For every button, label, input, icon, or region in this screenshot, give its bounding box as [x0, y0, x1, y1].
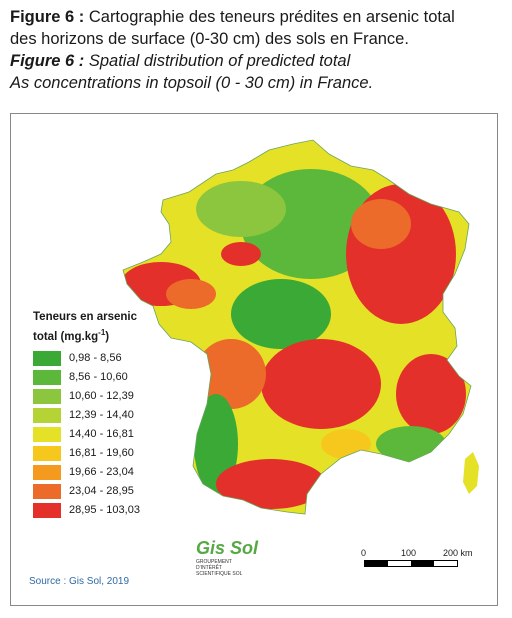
- caption-en-label: Figure 6 :: [10, 52, 85, 70]
- caption-en-line-2: As concentrations in topsoil (0 - 30 cm)…: [10, 74, 374, 92]
- legend-swatch: [33, 426, 61, 442]
- zone-poitou: [196, 339, 266, 409]
- legend-rows: 0,98 - 8,56 8,56 - 10,60 10,60 - 12,39 12,3…: [33, 349, 193, 520]
- caption-en-text-1: Spatial distribution of predicted total: [84, 52, 351, 70]
- legend-label: 8,56 - 10,60: [69, 371, 128, 384]
- legend: Teneurs en arsenic total (mg.kg-1) 0,98 …: [33, 310, 193, 520]
- caption-fr-line-1: Figure 6 : Cartographie des teneurs préd…: [10, 6, 504, 28]
- legend-label: 19,66 - 23,04: [69, 466, 134, 479]
- legend-row: 0,98 - 8,56: [33, 349, 193, 368]
- legend-title-close: ): [105, 330, 110, 343]
- legend-title-sup: -1: [98, 328, 106, 337]
- legend-row: 16,81 - 19,60: [33, 444, 193, 463]
- legend-label: 23,04 - 28,95: [69, 485, 134, 498]
- legend-row: 14,40 - 16,81: [33, 425, 193, 444]
- legend-title-line-1: Teneurs en arsenic: [33, 311, 137, 323]
- scale-seg-4: [434, 561, 457, 566]
- zone-pyrenees: [216, 459, 326, 509]
- zone-centre: [231, 279, 331, 349]
- scale-label-100: 100: [401, 548, 417, 558]
- gissol-logo-name: Gis Sol: [196, 538, 259, 558]
- gissol-logo-sub-2: D'INTÉRÊT: [196, 565, 222, 571]
- legend-row: 23,04 - 28,95: [33, 482, 193, 501]
- legend-swatch: [33, 502, 61, 518]
- zone-alps: [396, 354, 466, 434]
- legend-title-unit: total (mg.kg: [33, 330, 99, 343]
- legend-label: 0,98 - 8,56: [69, 352, 122, 365]
- scale-label-200: 200 km: [443, 548, 473, 558]
- gissol-logo-sub-3: SCIENTIFIQUE SOL: [196, 571, 243, 577]
- map-frame: Teneurs en arsenic total (mg.kg-1) 0,98 …: [10, 113, 498, 606]
- scale-bar-graphic: [364, 560, 458, 567]
- legend-label: 12,39 - 14,40: [69, 409, 134, 422]
- france-arsenic-map: [122, 139, 479, 515]
- scale-bar: 0 100 200 km: [361, 548, 481, 578]
- legend-label: 16,81 - 19,60: [69, 447, 134, 460]
- gissol-logo-sub-1: GROUPEMENT: [196, 559, 232, 565]
- gissol-logo: Gis Sol GROUPEMENT D'INTÉRÊT SCIENTIFIQU…: [196, 538, 286, 578]
- legend-row: 8,56 - 10,60: [33, 368, 193, 387]
- zone-languedoc: [321, 429, 371, 459]
- legend-label: 28,95 - 103,03: [69, 504, 140, 517]
- legend-swatch: [33, 464, 61, 480]
- caption-fr-label: Figure 6 :: [10, 8, 85, 26]
- zone-massif-central: [261, 339, 381, 429]
- zone-provence: [376, 426, 446, 462]
- legend-swatch: [33, 350, 61, 366]
- legend-label: 14,40 - 16,81: [69, 428, 134, 441]
- caption-fr-line-2: des horizons de surface (0-30 cm) des so…: [10, 30, 409, 48]
- zone-brittany-2: [166, 279, 216, 309]
- scale-labels: 0 100 200 km: [361, 548, 481, 560]
- figure-caption: Figure 6 : Cartographie des teneurs préd…: [10, 6, 504, 94]
- corsica: [463, 452, 479, 494]
- scale-seg-1: [365, 561, 388, 566]
- legend-swatch: [33, 388, 61, 404]
- zone-lorraine: [351, 199, 411, 249]
- scale-label-0: 0: [361, 548, 367, 558]
- legend-row: 28,95 - 103,03: [33, 501, 193, 520]
- legend-swatch: [33, 483, 61, 499]
- legend-row: 12,39 - 14,40: [33, 406, 193, 425]
- legend-title: Teneurs en arsenic total (mg.kg-1): [33, 310, 193, 345]
- zone-red-spot: [221, 242, 261, 266]
- legend-title-line-2: total (mg.kg-1): [33, 325, 193, 345]
- france-outline: [122, 139, 472, 515]
- scale-seg-3: [411, 561, 434, 566]
- legend-label: 10,60 - 12,39: [69, 390, 134, 403]
- legend-swatch: [33, 369, 61, 385]
- legend-swatch: [33, 445, 61, 461]
- legend-swatch: [33, 407, 61, 423]
- legend-row: 19,66 - 23,04: [33, 463, 193, 482]
- scale-seg-2: [388, 561, 411, 566]
- zone-normandy: [196, 181, 286, 237]
- legend-row: 10,60 - 12,39: [33, 387, 193, 406]
- map-raster: [123, 140, 471, 514]
- source-note: Source : Gis Sol, 2019: [29, 576, 130, 587]
- caption-fr-text-1: Cartographie des teneurs prédites en ars…: [84, 8, 455, 26]
- caption-en-line-1: Figure 6 : Spatial distribution of predi…: [10, 50, 504, 72]
